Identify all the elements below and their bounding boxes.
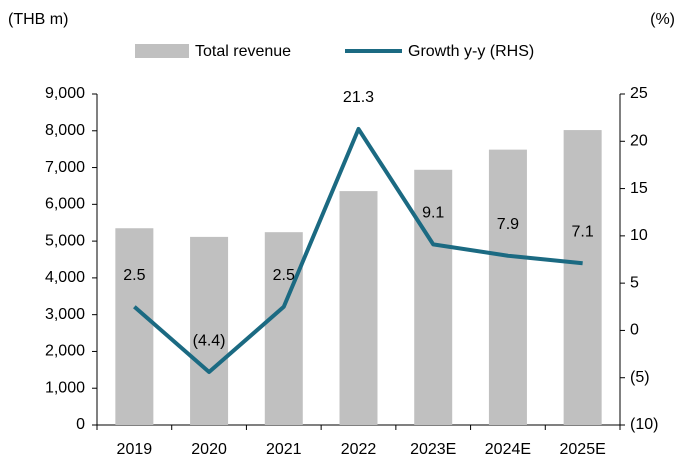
legend-label: Growth y-y (RHS) <box>408 43 534 60</box>
y2-tick-label: (5) <box>630 369 650 386</box>
legend-swatch <box>135 44 189 58</box>
line <box>133 126 583 375</box>
bar <box>414 169 453 425</box>
y-tick-label: 9,000 <box>45 85 85 102</box>
y-tick-label: 3,000 <box>45 306 85 323</box>
bar <box>190 236 229 425</box>
y2-tick-label: 5 <box>630 274 639 291</box>
data-label: 7.9 <box>497 216 519 233</box>
x-tick-label: 2025E <box>560 441 606 458</box>
x-tick-label: 2020 <box>191 441 227 458</box>
x-tick-label: 2023E <box>410 441 456 458</box>
bar <box>488 149 527 425</box>
y-tick-label: 5,000 <box>45 232 85 249</box>
y-tick-label: 7,000 <box>45 159 85 176</box>
y-tick-label: 8,000 <box>45 122 85 139</box>
y2-tick-label: 10 <box>630 227 648 244</box>
bar <box>115 228 154 425</box>
bar <box>264 232 303 425</box>
x-tick-label: 2024E <box>485 441 531 458</box>
y2-tick-label: 20 <box>630 133 648 150</box>
data-label: 21.3 <box>343 89 374 106</box>
y2-tick-label: 0 <box>630 322 639 339</box>
y2-tick-label: 25 <box>630 85 648 102</box>
y-tick-label: 1,000 <box>45 379 85 396</box>
data-label: 2.5 <box>273 267 295 284</box>
x-tick-label: 2021 <box>266 441 302 458</box>
x-tick-label: 2022 <box>341 441 377 458</box>
data-label: 9.1 <box>422 205 444 222</box>
data-label: 2.5 <box>123 267 145 284</box>
bar <box>563 130 602 426</box>
y-tick-label: 4,000 <box>45 269 85 286</box>
data-label: 7.1 <box>572 224 594 241</box>
y-axis-label: (THB m) <box>8 11 68 28</box>
y2-axis-label: (%) <box>650 11 675 28</box>
y-tick-label: 0 <box>76 416 85 433</box>
y2-tick-label: 15 <box>630 180 648 197</box>
legend-label: Total revenue <box>195 43 291 60</box>
x-tick-label: 2019 <box>117 441 153 458</box>
data-label: (4.4) <box>193 332 226 349</box>
y-tick-label: 2,000 <box>45 343 85 360</box>
y2-tick-label: (10) <box>630 416 658 433</box>
y-tick-label: 6,000 <box>45 196 85 213</box>
bar <box>339 191 378 425</box>
